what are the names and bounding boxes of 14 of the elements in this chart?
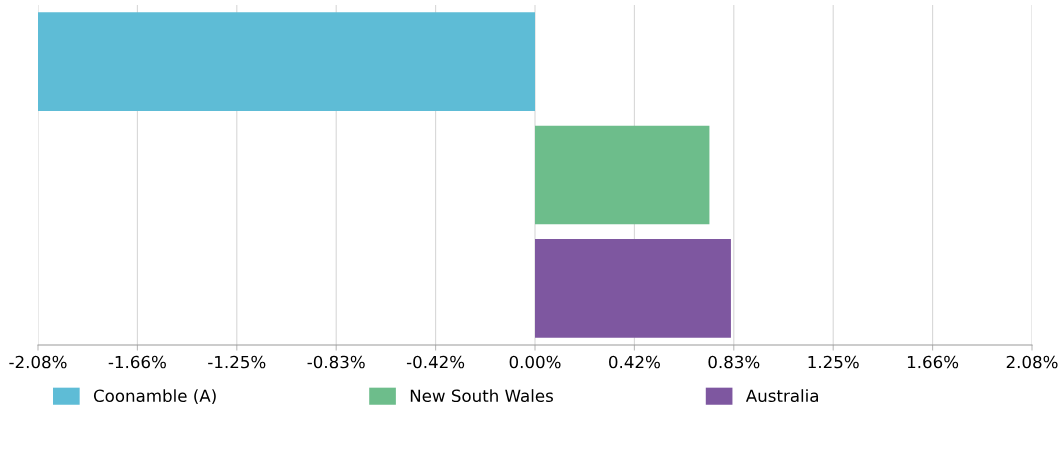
x-tick-label: 1.25% [808, 355, 859, 369]
x-tick-label: -0.83% [307, 355, 365, 369]
x-tick-label: -1.25% [208, 355, 266, 369]
x-tick-label: -1.66% [108, 355, 166, 369]
legend-label: Coonamble (A) [93, 389, 216, 405]
x-tick-label: 0.83% [708, 355, 760, 369]
x-tick-label: 0.42% [609, 355, 660, 369]
x-tick-label: 1.66% [907, 355, 959, 369]
legend-label: New South Wales [410, 389, 553, 403]
x-tick-label: 0.00% [509, 355, 561, 369]
x-tick-label: -0.42% [406, 355, 465, 369]
x-tick-label: 2.08% [1006, 355, 1058, 369]
x-tick-label: -2.08% [9, 355, 67, 369]
legend-label: Australia [745, 389, 818, 403]
